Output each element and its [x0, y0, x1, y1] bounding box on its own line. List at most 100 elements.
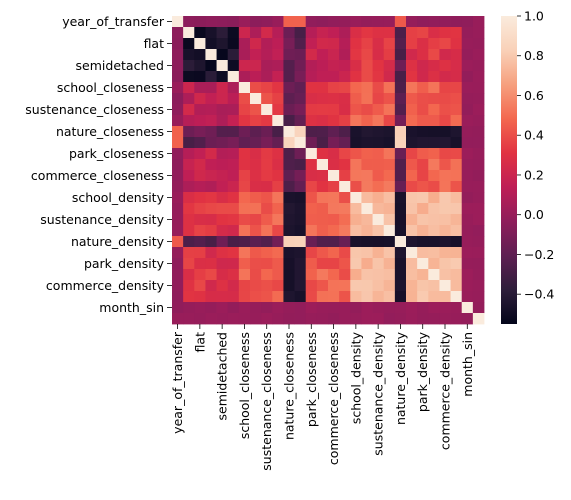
heatmap-cell — [172, 159, 184, 171]
heatmap-cell — [439, 16, 451, 28]
heatmap-cell — [316, 27, 329, 39]
heatmap-cell — [272, 203, 284, 215]
heatmap-cell — [328, 16, 340, 28]
heatmap-cell — [406, 236, 418, 248]
heatmap-cell — [417, 93, 429, 105]
heatmap-cell — [250, 82, 262, 94]
heatmap-cell — [272, 60, 284, 72]
heatmap-cell — [272, 291, 284, 303]
heatmap-cell — [361, 269, 373, 281]
heatmap-cell — [383, 302, 396, 314]
heatmap-cell — [328, 280, 340, 292]
y-tick-label: sustenance_closeness — [25, 102, 164, 117]
heatmap-cell — [461, 60, 474, 72]
heatmap-cell — [394, 170, 407, 182]
heatmap-cell — [261, 159, 273, 171]
heatmap-cell — [394, 60, 407, 72]
heatmap-cell — [294, 236, 307, 248]
heatmap-cell — [250, 71, 262, 83]
heatmap-cell — [183, 16, 195, 28]
heatmap-cell — [283, 313, 295, 325]
heatmap-cell — [194, 192, 206, 204]
heatmap-cell — [283, 38, 295, 50]
heatmap-cell — [472, 291, 485, 303]
heatmap-cell — [194, 60, 206, 72]
heatmap-cell — [305, 38, 318, 50]
heatmap-cell — [183, 27, 195, 39]
heatmap-cell — [339, 71, 351, 83]
heatmap-cell — [238, 280, 251, 292]
heatmap-cell — [238, 49, 251, 61]
heatmap-cell — [227, 159, 240, 171]
heatmap-cell — [172, 269, 184, 281]
heatmap-cell — [450, 313, 463, 325]
heatmap-cell — [238, 93, 251, 105]
heatmap-cell — [172, 71, 184, 83]
heatmap-cell — [283, 192, 295, 204]
heatmap-cell — [428, 27, 440, 39]
heatmap-cell — [383, 225, 396, 237]
heatmap-cell — [227, 203, 240, 215]
heatmap-cell — [194, 302, 206, 314]
heatmap-cell — [383, 313, 396, 325]
heatmap-cell — [461, 71, 474, 83]
heatmap-cell — [361, 82, 373, 94]
heatmap-cell — [194, 225, 206, 237]
heatmap-cell — [216, 126, 229, 138]
heatmap-cell — [261, 71, 273, 83]
heatmap-cell — [439, 104, 451, 116]
heatmap-cell — [283, 236, 295, 248]
heatmap-cell — [439, 115, 451, 127]
heatmap-cell — [183, 269, 195, 281]
heatmap-cell — [350, 71, 362, 83]
x-axis-ticks: year_of_transfer flat semidetached school_c… — [170, 324, 475, 471]
heatmap-cell — [406, 93, 418, 105]
heatmap-cell — [272, 148, 284, 160]
heatmap-cell — [472, 170, 485, 182]
heatmap-cell — [283, 247, 295, 259]
heatmap-cell — [461, 203, 474, 215]
heatmap-cell — [383, 104, 396, 116]
heatmap-cell — [238, 258, 251, 270]
heatmap-cell — [417, 137, 429, 149]
heatmap-cell — [428, 203, 440, 215]
heatmap-cell — [194, 93, 206, 105]
heatmap-cell — [394, 27, 407, 39]
heatmap-cell — [472, 236, 485, 248]
heatmap-cell — [439, 291, 451, 303]
heatmap-cell — [294, 170, 307, 182]
heatmap-cell — [406, 115, 418, 127]
heatmap-cell — [417, 27, 429, 39]
heatmap-cell — [261, 38, 273, 50]
heatmap-cell — [439, 181, 451, 193]
heatmap-cell — [283, 60, 295, 72]
heatmap-cell — [172, 148, 184, 160]
heatmap-cell — [361, 203, 373, 215]
heatmap-cell — [339, 104, 351, 116]
heatmap-cell — [216, 302, 229, 314]
heatmap-cell — [183, 148, 195, 160]
heatmap-cell — [417, 115, 429, 127]
x-tick-label: school_density — [348, 331, 363, 424]
heatmap-cell — [205, 181, 217, 193]
heatmap-cell — [461, 104, 474, 116]
heatmap-cell — [316, 16, 329, 28]
heatmap-cell — [272, 71, 284, 83]
heatmap-cell — [339, 148, 351, 160]
heatmap-cell — [383, 137, 396, 149]
heatmap-cell — [450, 170, 463, 182]
heatmap-cell — [272, 313, 284, 325]
heatmap-cell — [428, 302, 440, 314]
heatmap-cell — [294, 104, 307, 116]
x-tick-label: sustenance_closeness — [259, 332, 274, 471]
heatmap-cell — [372, 214, 385, 226]
heatmap-cell — [383, 27, 396, 39]
heatmap-cell — [417, 148, 429, 160]
heatmap-cell — [417, 280, 429, 292]
heatmap-cell — [417, 291, 429, 303]
heatmap-cell — [394, 104, 407, 116]
colorbar — [501, 16, 517, 324]
heatmap-cell — [172, 291, 184, 303]
heatmap-cell — [205, 302, 217, 314]
heatmap-cell — [194, 214, 206, 226]
